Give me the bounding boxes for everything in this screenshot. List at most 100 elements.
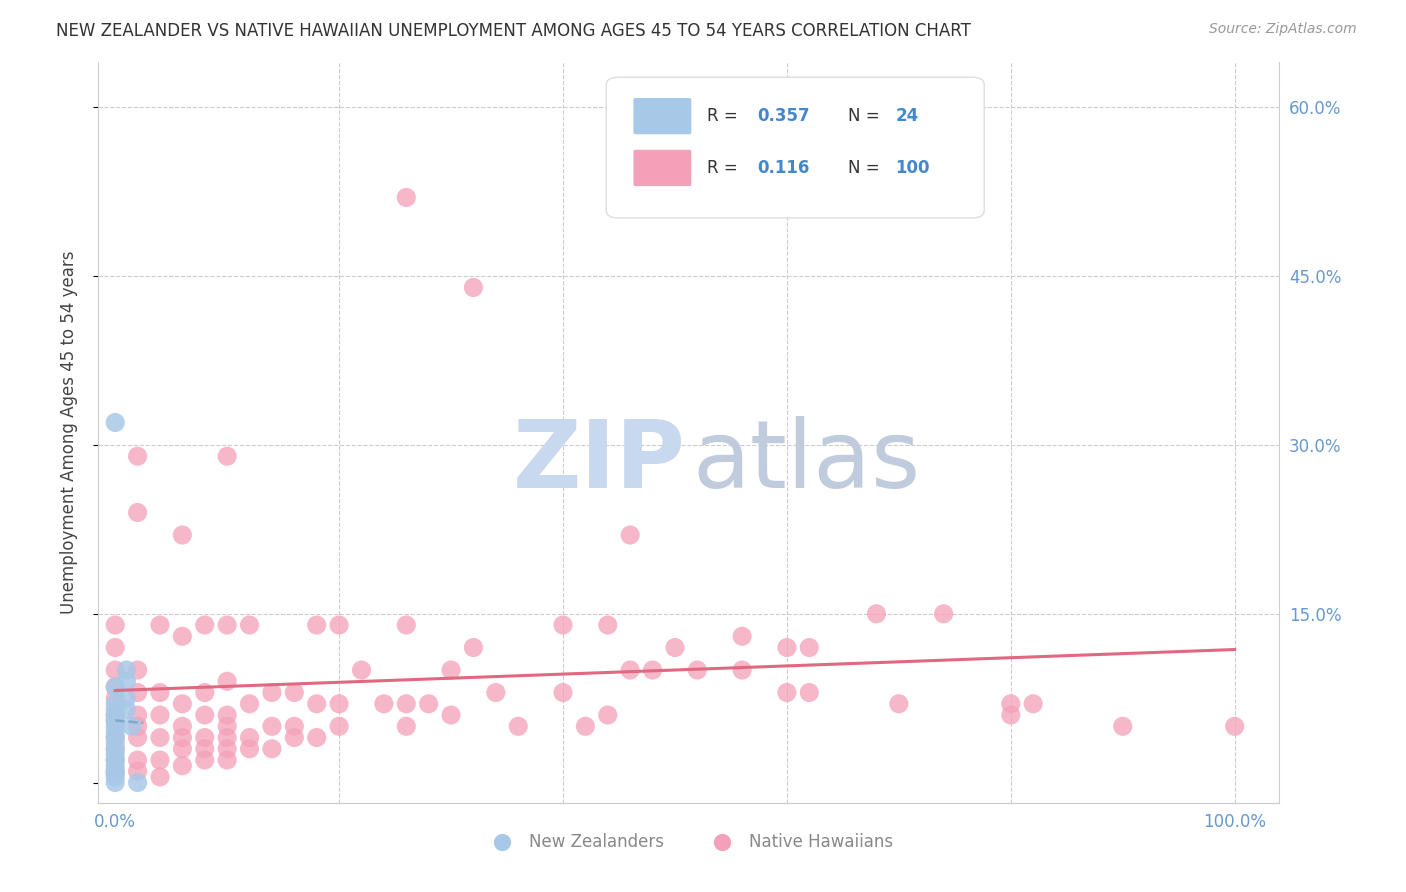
Text: ZIP: ZIP — [513, 417, 685, 508]
Point — [127, 753, 149, 767]
Text: Source: ZipAtlas.com: Source: ZipAtlas.com — [1209, 22, 1357, 37]
Point — [104, 697, 127, 711]
Point — [104, 766, 127, 780]
Point — [104, 691, 127, 706]
Point — [127, 775, 149, 789]
Point — [619, 528, 641, 542]
Point — [463, 640, 485, 655]
Point — [1000, 697, 1022, 711]
Point — [238, 741, 260, 756]
Point — [217, 449, 239, 463]
Point — [305, 697, 328, 711]
Text: 24: 24 — [896, 107, 920, 125]
Point — [104, 714, 127, 728]
Point — [283, 685, 305, 699]
Point — [172, 697, 194, 711]
Point — [865, 607, 887, 621]
Y-axis label: Unemployment Among Ages 45 to 54 years: Unemployment Among Ages 45 to 54 years — [59, 251, 77, 615]
Point — [104, 747, 127, 762]
Point — [194, 685, 217, 699]
Point — [217, 719, 239, 733]
Point — [104, 770, 127, 784]
Point — [149, 618, 172, 632]
Point — [104, 663, 127, 677]
Point — [127, 764, 149, 779]
Point — [731, 663, 754, 677]
Point — [1022, 697, 1045, 711]
Point — [328, 618, 350, 632]
Point — [121, 719, 143, 733]
Text: atlas: atlas — [693, 417, 921, 508]
Point — [1000, 708, 1022, 723]
Point — [731, 629, 754, 643]
Point — [104, 741, 127, 756]
Point — [194, 618, 217, 632]
Point — [328, 719, 350, 733]
Point — [104, 731, 127, 745]
Point — [395, 190, 418, 204]
Point — [1112, 719, 1135, 733]
Point — [328, 697, 350, 711]
Point — [104, 640, 127, 655]
Point — [104, 731, 127, 745]
Point — [172, 731, 194, 745]
Point — [887, 697, 910, 711]
Point — [104, 736, 127, 750]
Point — [283, 731, 305, 745]
Point — [596, 618, 619, 632]
Point — [104, 719, 127, 733]
Text: 0.116: 0.116 — [758, 159, 810, 177]
Point — [127, 685, 149, 699]
Legend: New Zealanders, Native Hawaiians: New Zealanders, Native Hawaiians — [478, 826, 900, 857]
FancyBboxPatch shape — [606, 78, 984, 218]
Point — [104, 708, 127, 723]
Point — [260, 685, 283, 699]
Point — [776, 640, 799, 655]
FancyBboxPatch shape — [634, 98, 692, 135]
Point — [172, 719, 194, 733]
Point — [127, 506, 149, 520]
Point — [172, 528, 194, 542]
Point — [217, 618, 239, 632]
Point — [641, 663, 664, 677]
Point — [217, 708, 239, 723]
Text: N =: N = — [848, 107, 886, 125]
Point — [149, 770, 172, 784]
Point — [463, 280, 485, 294]
Point — [104, 618, 127, 632]
Point — [574, 719, 596, 733]
Point — [194, 741, 217, 756]
Point — [149, 753, 172, 767]
Point — [373, 697, 395, 711]
Text: 100: 100 — [896, 159, 931, 177]
Point — [799, 640, 821, 655]
Point — [418, 697, 440, 711]
Point — [217, 674, 239, 689]
Point — [551, 685, 574, 699]
Point — [217, 741, 239, 756]
Point — [149, 708, 172, 723]
Point — [104, 416, 127, 430]
Point — [508, 719, 530, 733]
Point — [104, 680, 127, 694]
Point — [485, 685, 508, 699]
Point — [194, 731, 217, 745]
Point — [260, 719, 283, 733]
Point — [104, 702, 127, 716]
Point — [305, 731, 328, 745]
Point — [776, 685, 799, 699]
Point — [172, 629, 194, 643]
Point — [104, 753, 127, 767]
Point — [619, 663, 641, 677]
Point — [664, 640, 686, 655]
Point — [395, 618, 418, 632]
Point — [115, 691, 138, 706]
Point — [551, 618, 574, 632]
Point — [104, 680, 127, 694]
Text: R =: R = — [707, 107, 742, 125]
Point — [238, 697, 260, 711]
Point — [172, 758, 194, 772]
Point — [283, 719, 305, 733]
Point — [217, 753, 239, 767]
Point — [104, 753, 127, 767]
